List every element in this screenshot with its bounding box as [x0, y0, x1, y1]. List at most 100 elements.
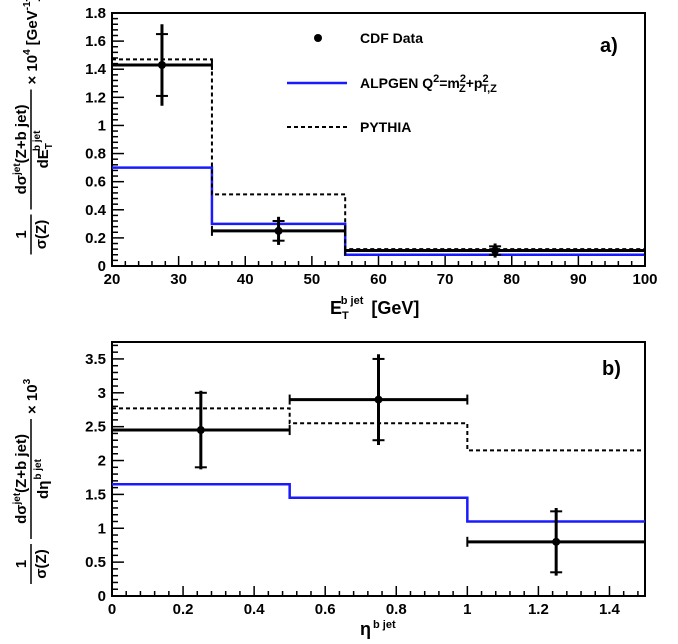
y-tick-label: 0.6 [85, 174, 106, 191]
y-label-den-sup: b jet [33, 458, 44, 479]
legend-label-pythia: PYTHIA [360, 119, 411, 135]
y-tick-label: 0.4 [85, 202, 107, 219]
y-label-factor: × 103 [22, 378, 41, 414]
y-label-prefix-den: σ(Z) [33, 220, 50, 249]
x-axis-label-main: E [330, 298, 342, 318]
x-tick-label: 1.4 [599, 601, 621, 618]
y-tick-label: 2 [98, 453, 106, 470]
y-label-unit-exp: -1 [22, 1, 33, 10]
y-label-denominator: dη b jet [33, 458, 52, 499]
x-axis-label-main: η [360, 619, 371, 639]
x-tick-label: 1 [463, 601, 471, 618]
x-tick-label: 1.2 [528, 601, 549, 618]
y-tick-label: 2.5 [85, 419, 106, 436]
x-tick-label: 90 [570, 271, 587, 288]
legend-label-alpgen: ALPGEN Q2=m2 Z+p2 T,Z [360, 73, 497, 95]
y-label-den-sup: b jet [32, 130, 43, 151]
y-label-num-sup: jet [12, 492, 23, 505]
x-tick-label: 100 [632, 271, 657, 288]
y-tick-label: 1.6 [85, 33, 106, 50]
data-marker [374, 395, 383, 404]
y-tick-label: 0.2 [85, 230, 106, 247]
y-tick-label: 1.8 [85, 5, 106, 22]
x-tick-label: 0.4 [244, 601, 266, 618]
data-point [111, 24, 213, 106]
y-label-num-rest: (Z+b jet) [13, 105, 30, 164]
y-tick-label: 0 [98, 588, 106, 605]
legend-alpgen-sup: 2 [482, 73, 488, 85]
y-tick-label: 1 [98, 117, 106, 134]
y-label-den-sub: T [44, 143, 55, 149]
data-marker [196, 426, 205, 435]
y-axis-label: 1 σ(Z) dσjet(Z+b jet) dη b jet × 103 [12, 378, 52, 584]
legend-alpgen-mid: =m [439, 75, 460, 91]
panel-label: a) [600, 35, 618, 57]
panel-a: 20 30 40 50 60 70 80 90 100 0 0.2 0.4 0.6 0.8 1 1.2 1.4 1… [12, 0, 658, 322]
x-tick-label: 0.8 [386, 601, 407, 618]
y-tick-label: 0.5 [85, 554, 106, 571]
y-axis-label: 1σ(Z)dσjet(Z+b jet)dETb jet× 104[GeV-1] [12, 0, 55, 255]
y-tick-label: 1.4 [85, 61, 107, 78]
y-label-num-rest: (Z+b jet) [13, 434, 30, 493]
x-tick-label: 70 [437, 271, 454, 288]
legend-alpgen-sup: 2 [460, 73, 466, 85]
alpgen-histogram [112, 482, 645, 523]
y-label-unit-close: ] [24, 0, 41, 1]
y-label-num-main: dσ [13, 504, 30, 523]
y-tick-label: 3.5 [85, 351, 106, 368]
x-tick-label: 0.2 [173, 601, 194, 618]
data-point [210, 216, 347, 245]
data-point [344, 243, 646, 258]
data-point [466, 507, 646, 576]
legend-entry-pythia: PYTHIA [287, 119, 411, 135]
panel-label: b) [602, 358, 621, 380]
y-label-prefix-num: 1 [13, 230, 30, 238]
data-point [111, 390, 291, 470]
legend-alpgen-plus: +p [466, 75, 483, 91]
x-axis-label: ETb jet [GeV] [330, 295, 419, 322]
y-label-denominator: dETb jet [32, 130, 55, 169]
y-label-den-main: dE [35, 149, 52, 168]
y-label-prefix-num: 1 [13, 560, 30, 568]
y-label-prefix-den: σ(Z) [33, 549, 50, 578]
x-tick-label: 0 [108, 601, 116, 618]
legend-label-data: CDF Data [360, 30, 423, 46]
y-tick-label: 1 [98, 520, 106, 537]
panel-b: 0 0.2 0.4 0.6 0.8 1 1.2 1.400.511.522.533.5 b)η b… [12, 341, 646, 639]
y-tick-label: 1.2 [85, 89, 106, 106]
data-marker [157, 61, 166, 70]
x-axis-label-unit: [GeV] [371, 298, 419, 318]
data-marker [552, 537, 561, 546]
x-tick-label: 40 [237, 271, 254, 288]
legend-data-marker [314, 34, 322, 42]
y-label-factor-main: × 10 [24, 384, 41, 414]
x-tick-label: 60 [370, 271, 387, 288]
data-marker [491, 246, 500, 255]
y-tick-label: 0.8 [85, 146, 106, 163]
x-tick-label: 20 [104, 271, 121, 288]
y-tick-label: 0 [98, 258, 106, 275]
x-tick-label: 0.6 [315, 601, 336, 618]
y-label-numerator: dσjet(Z+b jet) [12, 434, 30, 524]
x-tick-label: 50 [304, 271, 321, 288]
legend-alpgen-sub: T,Z [482, 83, 498, 95]
x-axis-label-sup: b jet [341, 295, 364, 307]
legend-alpgen-main: ALPGEN Q [360, 75, 433, 91]
legend-entry-data: CDF Data [314, 30, 423, 46]
y-label-factor-exp: 3 [22, 378, 33, 384]
y-label-unit: [GeV [24, 10, 41, 45]
data-marker [274, 226, 283, 235]
x-tick-label: 80 [503, 271, 520, 288]
y-label-num-main: dσ [13, 175, 30, 194]
legend-alpgen-sub: Z [459, 83, 466, 95]
x-axis-label-sub: T [342, 310, 349, 322]
y-label-factor-exp: 4 [22, 49, 33, 55]
y-label-den-main: dη [35, 481, 52, 499]
plot-frame [111, 341, 646, 597]
alpgen-histogram [112, 166, 645, 257]
data-point [288, 354, 469, 445]
